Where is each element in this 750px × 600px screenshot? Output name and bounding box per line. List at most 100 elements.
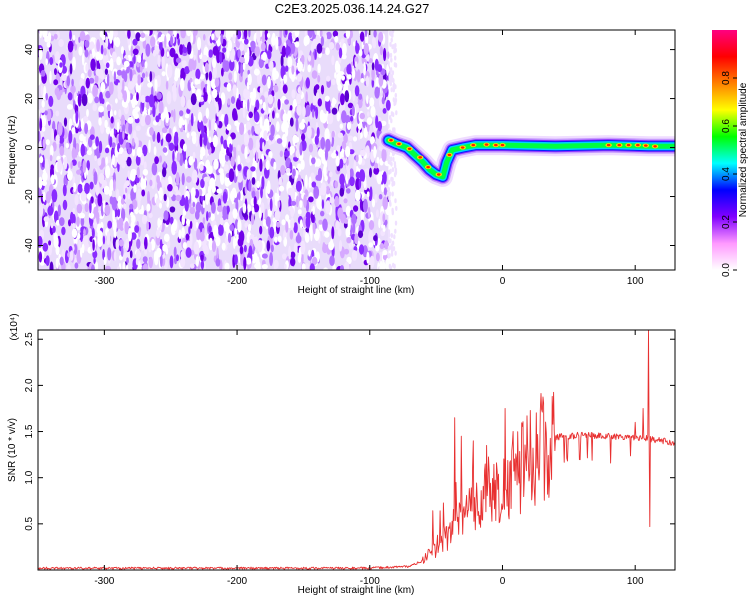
- noise-blob: [311, 70, 318, 79]
- noise-blob: [261, 253, 268, 259]
- noise-blob: [290, 251, 296, 259]
- noise-blob: [336, 111, 341, 122]
- noise-blob: [110, 116, 114, 124]
- noise-blob: [160, 111, 165, 121]
- noise-blob: [113, 71, 117, 82]
- noise-blob: [229, 143, 232, 149]
- noise-blob: [368, 230, 374, 245]
- noise-blob: [130, 45, 134, 57]
- noise-blob: [89, 228, 92, 236]
- noise-blob: [141, 72, 146, 79]
- noise-blob: [181, 172, 185, 186]
- noise-blob: [105, 265, 111, 270]
- noise-blob: [142, 256, 148, 263]
- noise-blob: [50, 174, 55, 185]
- noise-blob: [339, 158, 344, 169]
- noise-blob: [165, 111, 170, 124]
- noise-blob: [346, 237, 352, 244]
- noise-blob: [378, 31, 384, 43]
- noise-blob: [95, 182, 100, 196]
- noise-blob: [232, 108, 238, 121]
- noise-blob: [395, 205, 398, 211]
- noise-blob: [382, 108, 387, 114]
- noise-blob: [290, 200, 297, 206]
- noise-blob: [331, 101, 336, 108]
- noise-blob: [141, 243, 145, 251]
- noise-blob: [233, 70, 237, 83]
- noise-blob: [364, 30, 368, 38]
- noise-blob: [296, 104, 302, 116]
- noise-blob: [79, 212, 85, 219]
- noise-blob: [256, 180, 261, 189]
- noise-blob: [61, 226, 66, 236]
- noise-blob: [251, 177, 256, 185]
- noise-blob: [346, 188, 351, 194]
- x-tick-label: 100: [627, 276, 644, 287]
- y-tick-label: 40: [24, 44, 35, 56]
- x-tick-label: -100: [360, 576, 380, 587]
- noise-blob: [341, 54, 347, 60]
- noise-blob: [84, 202, 89, 213]
- noise-blob: [175, 57, 182, 64]
- noise-blob: [109, 136, 113, 148]
- noise-region: [38, 30, 398, 270]
- noise-blob: [173, 80, 177, 90]
- noise-blob: [186, 132, 190, 139]
- noise-blob: [311, 181, 317, 188]
- noise-blob: [275, 193, 280, 202]
- noise-blob: [66, 264, 72, 270]
- noise-blob: [148, 256, 153, 269]
- noise-blob: [216, 188, 223, 194]
- noise-blob: [328, 42, 335, 50]
- noise-blob: [338, 47, 343, 59]
- noise-blob: [315, 158, 322, 167]
- noise-blob: [82, 116, 89, 123]
- noise-blob: [176, 68, 181, 78]
- noise-blob: [275, 121, 280, 133]
- signal-peak: [397, 142, 401, 146]
- noise-blob: [327, 113, 334, 125]
- noise-blob: [300, 54, 305, 65]
- noise-blob: [366, 251, 370, 264]
- noise-blob: [293, 222, 298, 234]
- noise-blob: [136, 62, 140, 68]
- noise-blob: [377, 171, 382, 183]
- noise-blob: [394, 228, 397, 234]
- noise-blob: [387, 51, 390, 59]
- noise-blob: [167, 184, 173, 192]
- noise-blob: [248, 137, 254, 151]
- noise-blob: [297, 61, 303, 72]
- noise-blob: [105, 90, 111, 99]
- noise-blob: [136, 188, 142, 202]
- noise-blob: [376, 156, 380, 164]
- noise-blob: [347, 218, 351, 232]
- noise-blob: [324, 175, 328, 182]
- noise-blob: [128, 122, 133, 135]
- noise-blob: [235, 99, 242, 110]
- noise-blob: [352, 68, 356, 79]
- noise-blob: [391, 30, 395, 34]
- noise-blob: [159, 239, 163, 250]
- noise-blob: [314, 49, 317, 61]
- y-tick-label: 1.5: [24, 424, 35, 438]
- noise-blob: [38, 47, 43, 60]
- noise-blob: [39, 203, 44, 217]
- noise-blob: [186, 41, 192, 55]
- noise-blob: [349, 176, 355, 187]
- noise-blob: [184, 159, 188, 170]
- noise-blob: [334, 180, 339, 189]
- signal-peak: [644, 144, 648, 147]
- noise-blob: [125, 142, 130, 150]
- noise-blob: [381, 148, 387, 163]
- noise-blob: [111, 196, 118, 211]
- noise-blob: [142, 263, 149, 270]
- noise-blob: [80, 143, 86, 157]
- noise-blob: [70, 211, 74, 224]
- noise-blob: [277, 98, 281, 111]
- noise-blob: [389, 81, 392, 87]
- noise-blob: [389, 238, 392, 244]
- noise-blob: [208, 71, 213, 82]
- noise-blob: [228, 211, 234, 225]
- noise-blob: [84, 182, 90, 195]
- noise-blob: [220, 92, 226, 105]
